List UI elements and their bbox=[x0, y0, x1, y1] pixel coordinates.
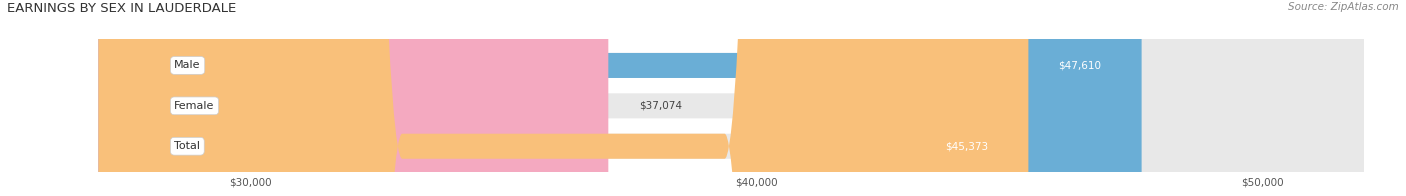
Text: $37,074: $37,074 bbox=[638, 101, 682, 111]
Text: EARNINGS BY SEX IN LAUDERDALE: EARNINGS BY SEX IN LAUDERDALE bbox=[7, 2, 236, 15]
Text: Female: Female bbox=[174, 101, 215, 111]
FancyBboxPatch shape bbox=[98, 0, 1142, 196]
FancyBboxPatch shape bbox=[98, 0, 1364, 196]
FancyBboxPatch shape bbox=[98, 0, 1028, 196]
FancyBboxPatch shape bbox=[98, 0, 1364, 196]
Text: Male: Male bbox=[174, 60, 201, 70]
FancyBboxPatch shape bbox=[98, 0, 1364, 196]
Text: Source: ZipAtlas.com: Source: ZipAtlas.com bbox=[1288, 2, 1399, 12]
FancyBboxPatch shape bbox=[98, 0, 609, 196]
Text: $47,610: $47,610 bbox=[1059, 60, 1101, 70]
Text: $45,373: $45,373 bbox=[945, 141, 988, 151]
Text: Total: Total bbox=[174, 141, 200, 151]
